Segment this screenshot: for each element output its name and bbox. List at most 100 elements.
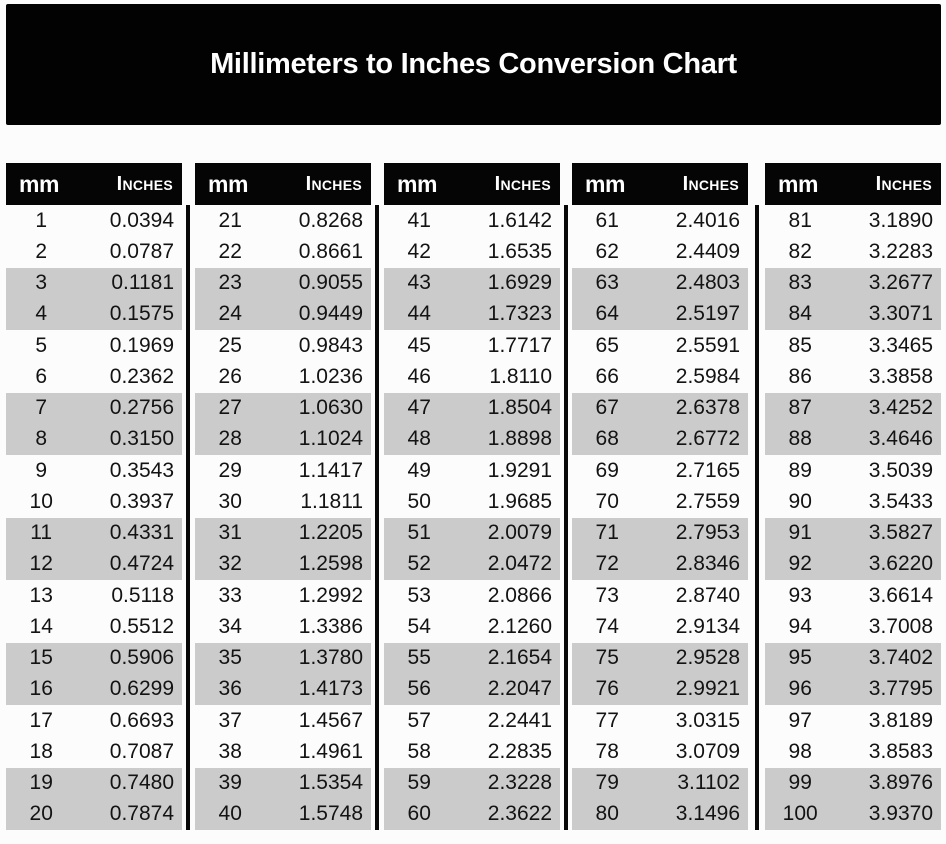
inches-value: 1.8110 — [489, 364, 552, 388]
table-row: 30 1.1811 — [195, 486, 371, 517]
inches-value: 0.2362 — [109, 364, 174, 388]
table-row: 78 3.0709 — [572, 736, 748, 767]
table-row: 65 2.5591 — [572, 330, 748, 361]
mm-value: 52 — [407, 552, 431, 576]
inches-value: 0.5118 — [111, 583, 174, 607]
mm-value: 51 — [407, 521, 431, 545]
table-row: 4 0.1575 — [6, 298, 182, 330]
mm-value: 55 — [407, 646, 431, 670]
table-row: 21 0.8268 — [195, 205, 371, 236]
table-row: 32 1.2598 — [195, 548, 371, 580]
mm-value: 56 — [407, 677, 431, 701]
inches-value: 3.4252 — [868, 396, 933, 420]
column-header-inches: Inches — [875, 172, 932, 195]
inches-value: 3.1890 — [868, 208, 933, 232]
inches-value: 3.9370 — [868, 802, 933, 826]
table-row: 58 2.2835 — [384, 736, 560, 767]
mm-value: 23 — [218, 271, 242, 295]
table-row: 98 3.8583 — [765, 736, 941, 767]
inches-value: 1.8504 — [487, 396, 552, 420]
inches-value: 1.6535 — [487, 239, 552, 263]
table-row: 89 3.5039 — [765, 455, 941, 486]
inches-value: 2.9921 — [675, 677, 740, 701]
table-row: 25 0.9843 — [195, 330, 371, 361]
mm-value: 33 — [218, 583, 242, 607]
inches-value: 2.1654 — [487, 646, 552, 670]
inches-value: 0.7480 — [109, 771, 174, 795]
mm-value: 36 — [218, 677, 242, 701]
mm-value: 60 — [407, 802, 431, 826]
table-row: 42 1.6535 — [384, 236, 560, 267]
table-row: 12 0.4724 — [6, 548, 182, 580]
table-row: 62 2.4409 — [572, 236, 748, 267]
mm-value: 59 — [407, 771, 431, 795]
table-row: 3 0.1181 — [6, 267, 182, 299]
mm-value: 10 — [29, 489, 53, 513]
table-row: 5 0.1969 — [6, 330, 182, 361]
inches-value: 1.1811 — [300, 489, 363, 513]
mm-value: 94 — [788, 614, 812, 638]
inches-value: 0.3937 — [109, 489, 174, 513]
mm-value: 82 — [788, 239, 812, 263]
inches-value: 2.5197 — [675, 302, 740, 326]
inches-value: 2.2047 — [487, 677, 552, 701]
table-row: 80 3.1496 — [572, 798, 748, 830]
table-row: 43 1.6929 — [384, 267, 560, 299]
inches-value: 3.5433 — [868, 489, 933, 513]
mm-value: 39 — [218, 771, 242, 795]
column-header-mm: mm — [778, 170, 818, 197]
mm-value: 3 — [35, 271, 48, 295]
table-row: 48 1.8898 — [384, 423, 560, 455]
mm-value: 64 — [595, 302, 619, 326]
table-row: 20 0.7874 — [6, 798, 182, 830]
inches-value: 0.5906 — [109, 646, 174, 670]
mm-value: 80 — [595, 802, 619, 826]
inches-value: 2.7165 — [675, 458, 740, 482]
inches-value: 3.5827 — [868, 521, 933, 545]
mm-value: 68 — [595, 427, 619, 451]
mm-value: 76 — [595, 677, 619, 701]
table-divider — [186, 205, 190, 830]
mm-value: 95 — [788, 646, 812, 670]
table-row: 6 0.2362 — [6, 361, 182, 392]
inches-value: 0.1181 — [111, 271, 174, 295]
table-row: 1 0.0394 — [6, 205, 182, 236]
mm-value: 16 — [29, 677, 53, 701]
table-row: 28 1.1024 — [195, 423, 371, 455]
mm-value: 34 — [218, 614, 242, 638]
table-row: 70 2.7559 — [572, 486, 748, 517]
inches-value: 3.3465 — [868, 333, 933, 357]
mm-value: 24 — [218, 302, 242, 326]
inches-value: 0.9449 — [298, 302, 363, 326]
inches-value: 3.0315 — [675, 708, 740, 732]
table-row: 96 3.7795 — [765, 673, 941, 705]
title-banner: Millimeters to Inches Conversion Chart — [6, 4, 941, 125]
inches-value: 0.8661 — [298, 239, 363, 263]
table-row: 59 2.3228 — [384, 767, 560, 799]
mm-value: 47 — [407, 396, 431, 420]
mm-value: 70 — [595, 489, 619, 513]
mm-value: 72 — [595, 552, 619, 576]
table-row: 84 3.3071 — [765, 298, 941, 330]
mm-value: 44 — [407, 302, 431, 326]
inches-value: 2.4016 — [675, 208, 740, 232]
table-row: 81 3.1890 — [765, 205, 941, 236]
mm-value: 20 — [29, 802, 53, 826]
mm-value: 61 — [595, 208, 619, 232]
inches-value: 1.4961 — [298, 739, 363, 763]
inches-value: 3.3858 — [868, 364, 933, 388]
inches-value: 0.0394 — [109, 208, 174, 232]
mm-value: 37 — [218, 708, 242, 732]
mm-value: 19 — [29, 771, 53, 795]
inches-value: 3.8189 — [868, 708, 933, 732]
inches-value: 1.0236 — [298, 364, 363, 388]
mm-value: 84 — [788, 302, 812, 326]
conversion-table-5: mm Inches 81 3.1890 82 3.2283 83 3.2677 84 3.3071… — [765, 163, 941, 830]
table-divider — [375, 205, 379, 830]
page-title: Millimeters to Inches Conversion Chart — [210, 48, 737, 80]
column-header-mm: mm — [585, 170, 625, 197]
mm-value: 54 — [407, 614, 431, 638]
table-row: 71 2.7953 — [572, 517, 748, 549]
mm-value: 41 — [407, 208, 431, 232]
